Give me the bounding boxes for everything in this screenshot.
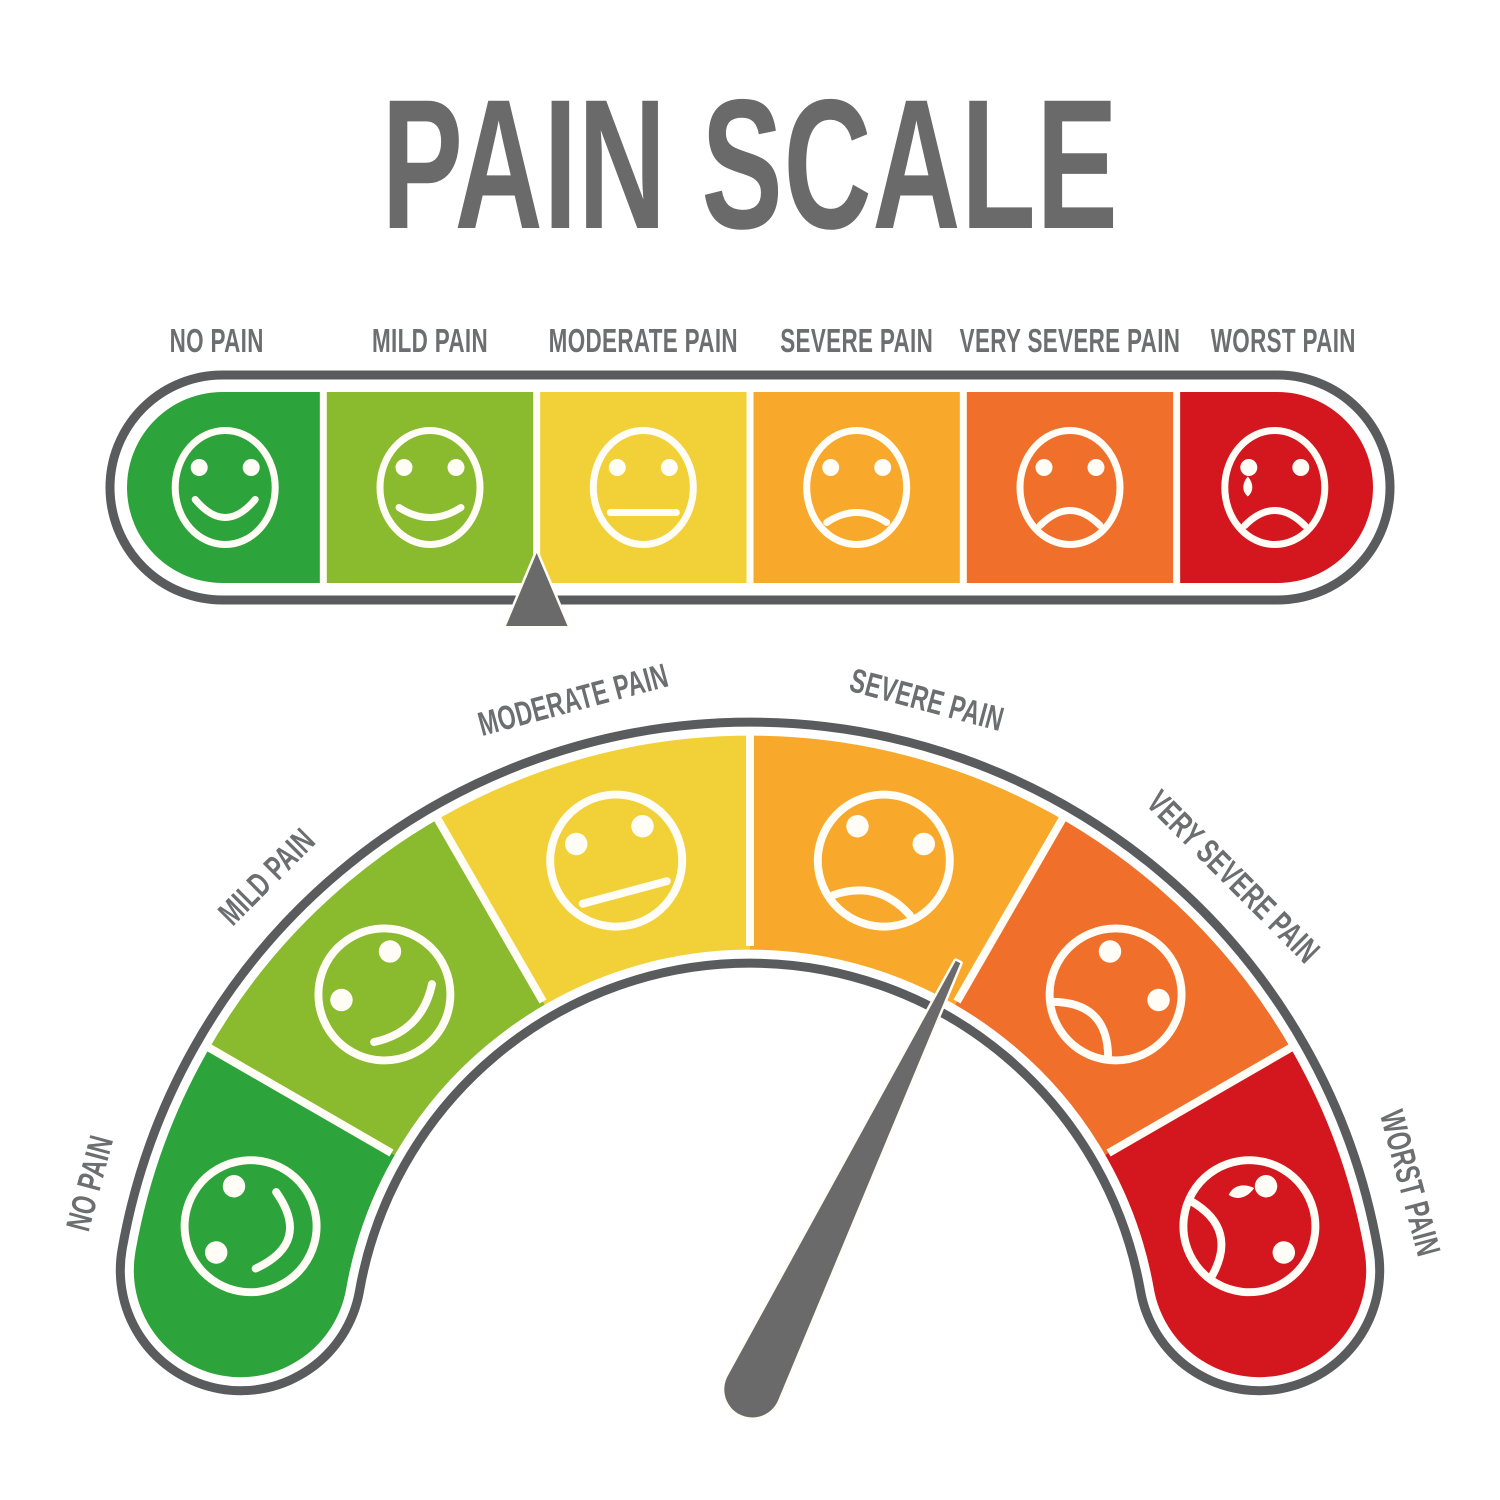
face-outline-icon xyxy=(1179,1156,1320,1297)
left-eye-icon xyxy=(564,832,588,856)
tear-drop-icon xyxy=(1243,476,1253,497)
gauge-label-0: NO PAIN xyxy=(60,1132,121,1235)
face-slight-smile xyxy=(376,427,484,548)
face-outline-icon xyxy=(1016,427,1124,548)
right-eye-icon xyxy=(1292,459,1310,476)
gauge-faces xyxy=(180,790,1320,1297)
bar-label-5: WORST PAIN xyxy=(1211,322,1356,359)
left-eye-icon xyxy=(1254,1174,1278,1198)
bar-segment-0 xyxy=(127,392,324,583)
face-outline-icon xyxy=(171,427,279,548)
gauge-segment-separator xyxy=(198,1039,394,1157)
mouth-icon xyxy=(1241,507,1309,529)
left-eye-icon xyxy=(822,459,840,476)
bar-segment-1 xyxy=(323,392,537,583)
bar-label-3: SEVERE PAIN xyxy=(780,322,933,359)
left-eye-icon xyxy=(330,988,353,1012)
right-eye-icon xyxy=(447,459,465,476)
face-outline-icon xyxy=(546,790,687,931)
face-frown xyxy=(1045,924,1186,1065)
bar-segment-4 xyxy=(963,392,1177,583)
left-eye-icon xyxy=(1098,940,1122,963)
tear-drop-icon xyxy=(1228,1185,1255,1198)
gauge-segment-separator xyxy=(1106,1039,1302,1157)
left-eye-icon xyxy=(846,814,869,838)
face-outline-icon xyxy=(813,790,954,931)
mouth-icon xyxy=(191,496,259,521)
right-eye-icon xyxy=(242,459,260,476)
bar-pointer-triangle xyxy=(503,550,570,629)
right-eye-icon xyxy=(378,940,402,963)
gauge-segment-5 xyxy=(1096,1039,1392,1500)
left-eye-icon xyxy=(608,459,626,476)
face-outline-icon xyxy=(180,1156,321,1297)
mouth-icon xyxy=(370,980,436,1046)
mouth-icon xyxy=(578,877,671,908)
face-neutral xyxy=(589,427,697,548)
face-frown xyxy=(1016,427,1124,548)
face-happy xyxy=(180,1156,321,1297)
left-eye-icon xyxy=(190,459,208,476)
right-eye-icon xyxy=(222,1174,246,1198)
left-eye-icon xyxy=(1240,459,1258,476)
bar-segment-2 xyxy=(536,392,750,583)
gauge-label-3: SEVERE PAIN xyxy=(846,662,1008,739)
bar-segment-5 xyxy=(1176,392,1373,583)
right-eye-icon xyxy=(660,459,678,476)
bar-label-0: NO PAIN xyxy=(170,322,264,359)
right-eye-icon xyxy=(912,832,936,856)
bar-label-2: MODERATE PAIN xyxy=(549,322,738,359)
face-neutral xyxy=(546,790,687,931)
gauge-needle xyxy=(721,958,963,1420)
face-slight-frown xyxy=(813,790,954,931)
right-eye-icon xyxy=(1087,459,1105,476)
face-outline-icon xyxy=(376,427,484,548)
mouth-icon xyxy=(1048,997,1113,1062)
face-outline-icon xyxy=(1221,427,1329,548)
right-eye-icon xyxy=(1147,988,1170,1012)
left-eye-icon xyxy=(204,1241,228,1264)
gauge-color-segments xyxy=(108,718,1392,1500)
face-outline-icon xyxy=(589,427,697,548)
face-crying xyxy=(1221,427,1329,548)
face-happy xyxy=(171,427,279,548)
gauge-segment-separator xyxy=(429,808,547,1004)
mouth-icon xyxy=(829,886,915,920)
face-outline-icon xyxy=(314,924,455,1065)
bar-segment-3 xyxy=(750,392,964,583)
page-title: PAIN SCALE xyxy=(382,62,1119,269)
right-eye-icon xyxy=(1272,1241,1296,1264)
mouth-icon xyxy=(395,504,465,521)
face-crying xyxy=(1179,1156,1320,1297)
bar-scale: NO PAIN MILD PAIN MODERATE PAIN SEVERE PAIN… xyxy=(105,322,1395,629)
bar-color-segments xyxy=(127,392,1373,583)
mouth-icon xyxy=(1186,1196,1226,1282)
face-outline-icon xyxy=(1045,924,1186,1065)
bar-label-1: MILD PAIN xyxy=(372,322,488,359)
mouth-icon xyxy=(251,1188,294,1273)
bar-label-4: VERY SEVERE PAIN xyxy=(960,322,1181,359)
gauge-segment-1 xyxy=(194,804,550,1160)
bar-faces xyxy=(171,427,1329,548)
face-outline-icon xyxy=(803,427,911,548)
right-eye-icon xyxy=(874,459,892,476)
left-eye-icon xyxy=(395,459,413,476)
gauge-label-5: WORST PAIN xyxy=(1372,1106,1447,1260)
gauge-segment-4 xyxy=(950,804,1306,1160)
mouth-icon xyxy=(1036,507,1104,529)
mouth-icon xyxy=(823,509,891,526)
face-slight-frown xyxy=(803,427,911,548)
gauge-segment-separator xyxy=(953,808,1071,1004)
right-eye-icon xyxy=(631,814,654,838)
face-slight-smile xyxy=(314,924,455,1065)
left-eye-icon xyxy=(1035,459,1053,476)
bar-labels: NO PAIN MILD PAIN MODERATE PAIN SEVERE PAIN… xyxy=(170,322,1356,359)
